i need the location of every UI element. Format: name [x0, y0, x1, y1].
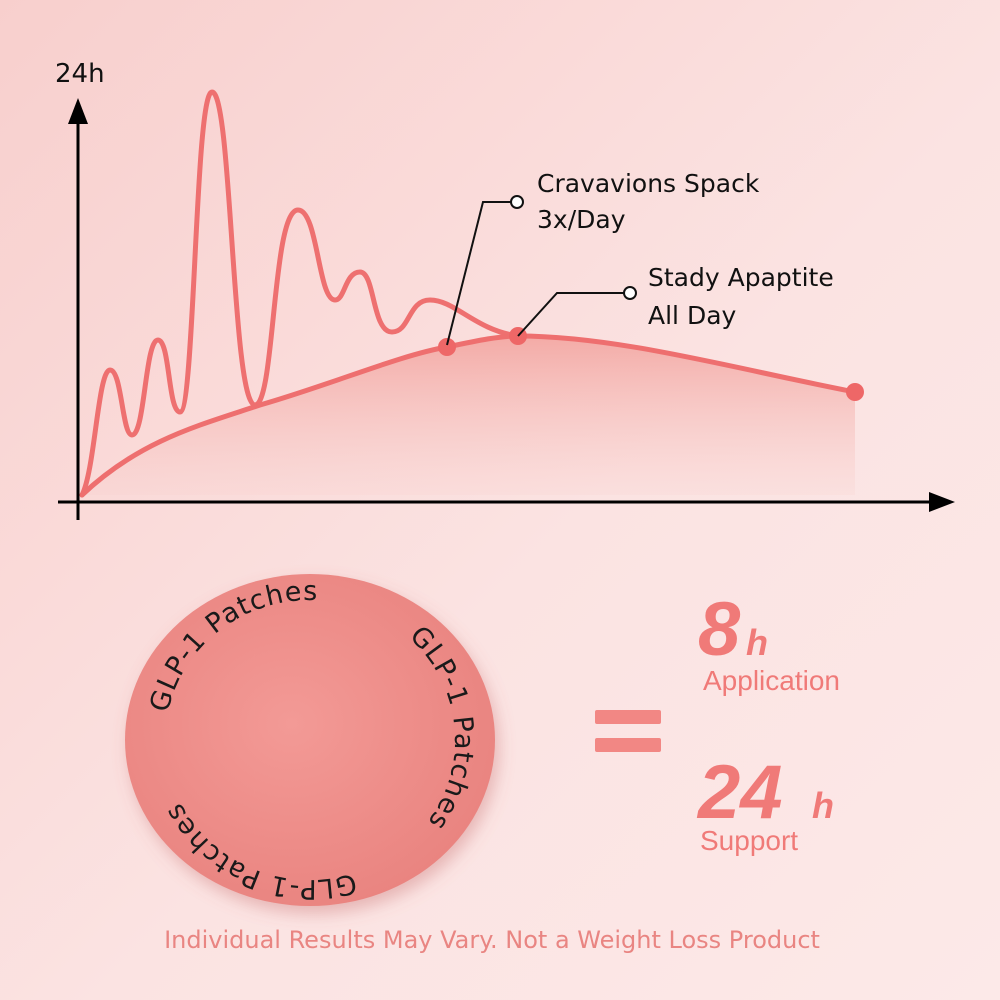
disclaimer: Individual Results May Vary. Not a Weigh… — [164, 926, 820, 954]
claim-number: 24 — [696, 750, 783, 835]
patch — [125, 574, 495, 906]
x-arrow — [929, 492, 955, 512]
craving-curve — [79, 89, 521, 498]
point — [438, 338, 456, 356]
claim-unit: h — [812, 785, 834, 826]
area-fill — [82, 336, 855, 495]
point — [846, 383, 864, 401]
claim-label: Support — [700, 825, 798, 856]
equals-bar — [595, 738, 661, 752]
leader — [517, 292, 624, 337]
leader — [446, 201, 511, 346]
equals-bar — [595, 710, 661, 724]
annotation: All Day — [648, 301, 737, 330]
annotation: 3x/Day — [537, 205, 626, 234]
claim-label: Application — [703, 665, 840, 696]
y-axis-label: 24h — [55, 59, 105, 89]
annotation: Cravavions Spack — [537, 169, 760, 198]
leader-end — [623, 286, 637, 300]
leader-end — [510, 195, 524, 209]
claim-unit: h — [746, 622, 768, 663]
annotation: Stady Apaptite — [648, 263, 834, 292]
y-arrow — [68, 98, 88, 124]
claim-number: 8 — [698, 587, 741, 672]
